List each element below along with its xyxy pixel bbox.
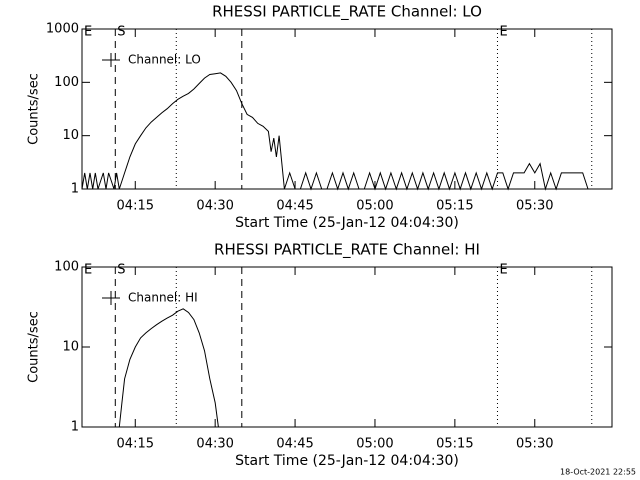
y-tick-label: 10	[62, 128, 79, 143]
marker-label: S	[117, 25, 125, 40]
marker-label: E	[84, 263, 92, 278]
marker-label: E	[84, 25, 92, 40]
chart-title: RHESSI PARTICLE_RATE Channel: HI	[214, 241, 480, 260]
y-tick-label: 100	[54, 260, 79, 275]
x-tick-label: 05:15	[436, 199, 473, 214]
data-line	[118, 308, 219, 428]
chart-title: RHESSI PARTICLE_RATE Channel: LO	[212, 3, 482, 22]
x-tick-label: 04:15	[117, 437, 154, 452]
x-tick-label: 04:45	[276, 437, 313, 452]
x-axis-label: Start Time (25-Jan-12 04:04:30)	[235, 215, 459, 231]
x-tick-label: 05:30	[516, 199, 553, 214]
y-tick-label: 1	[71, 182, 79, 197]
y-tick-label: 10	[62, 340, 79, 355]
plot-frame	[81, 28, 613, 190]
x-tick-label: 04:30	[196, 437, 233, 452]
x-tick-label: 05:00	[356, 199, 393, 214]
footer: 18-Oct-2021 22:55	[560, 468, 636, 477]
x-axis-label: Start Time (25-Jan-12 04:04:30)	[235, 453, 459, 469]
legend-label: Channel: LO	[128, 53, 201, 67]
y-tick-label: 1000	[46, 22, 79, 37]
x-tick-label: 04:30	[196, 199, 233, 214]
y-tick-label: 100	[54, 75, 79, 90]
marker-label: E	[499, 25, 507, 40]
x-tick-label: 05:30	[516, 437, 553, 452]
y-tick-label: 1	[71, 420, 79, 435]
data-line	[81, 72, 589, 191]
y-axis-label: Counts/sec	[27, 311, 42, 383]
x-tick-label: 05:15	[436, 437, 473, 452]
x-tick-label: 05:00	[356, 437, 393, 452]
x-tick-label: 04:15	[117, 199, 154, 214]
legend-label: Channel: HI	[128, 291, 198, 305]
x-tick-label: 04:45	[276, 199, 313, 214]
marker-label: E	[499, 263, 507, 278]
y-axis-label: Counts/sec	[27, 73, 42, 145]
marker-label: S	[117, 263, 125, 278]
